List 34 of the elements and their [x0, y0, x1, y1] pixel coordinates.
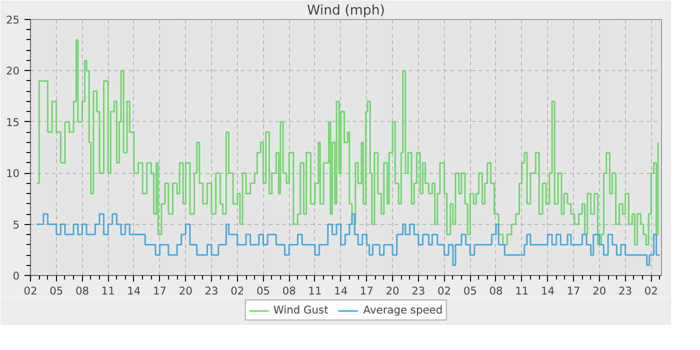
chart-title: Wind (mph) — [306, 4, 386, 18]
legend-label: Wind Gust — [273, 304, 328, 316]
x-tick-label: 17 — [566, 284, 580, 298]
x-tick-label: 20 — [592, 284, 606, 298]
x-tick-label: 05 — [256, 284, 270, 298]
x-tick-label: 02 — [24, 284, 38, 298]
x-tick-label: 02 — [437, 284, 452, 298]
y-tick-label: 10 — [6, 167, 20, 180]
y-tick-label: 0 — [12, 270, 20, 282]
x-tick-label: 08 — [489, 284, 503, 298]
y-tick-label: 25 — [6, 14, 20, 26]
x-tick-label: 17 — [153, 284, 167, 298]
x-tick-label: 20 — [178, 284, 193, 298]
x-tick-label: 05 — [50, 284, 64, 298]
x-tick-label: 23 — [412, 284, 426, 298]
x-tick-label: 02 — [230, 284, 244, 298]
x-tick-label: 14 — [127, 284, 141, 298]
x-tick-label: 23 — [618, 284, 632, 298]
y-tick-label: 15 — [6, 116, 20, 129]
y-tick-label: 20 — [6, 64, 20, 78]
x-tick-label: 02 — [644, 284, 658, 298]
x-tick-label: 14 — [334, 284, 348, 298]
x-tick-label: 08 — [75, 284, 90, 298]
x-tick-label: 05 — [463, 284, 477, 298]
legend-label: Average speed — [363, 304, 443, 316]
x-tick-label: 17 — [360, 284, 374, 298]
x-tick-label: 23 — [204, 284, 218, 298]
y-tick-label: 5 — [12, 218, 20, 232]
x-tick-label: 11 — [515, 284, 529, 298]
x-tick-label: 11 — [308, 284, 322, 298]
x-tick-label: 20 — [386, 284, 400, 298]
x-tick-label: 08 — [282, 284, 296, 298]
x-tick-label: 14 — [540, 284, 555, 298]
x-tick-label: 11 — [101, 284, 115, 298]
